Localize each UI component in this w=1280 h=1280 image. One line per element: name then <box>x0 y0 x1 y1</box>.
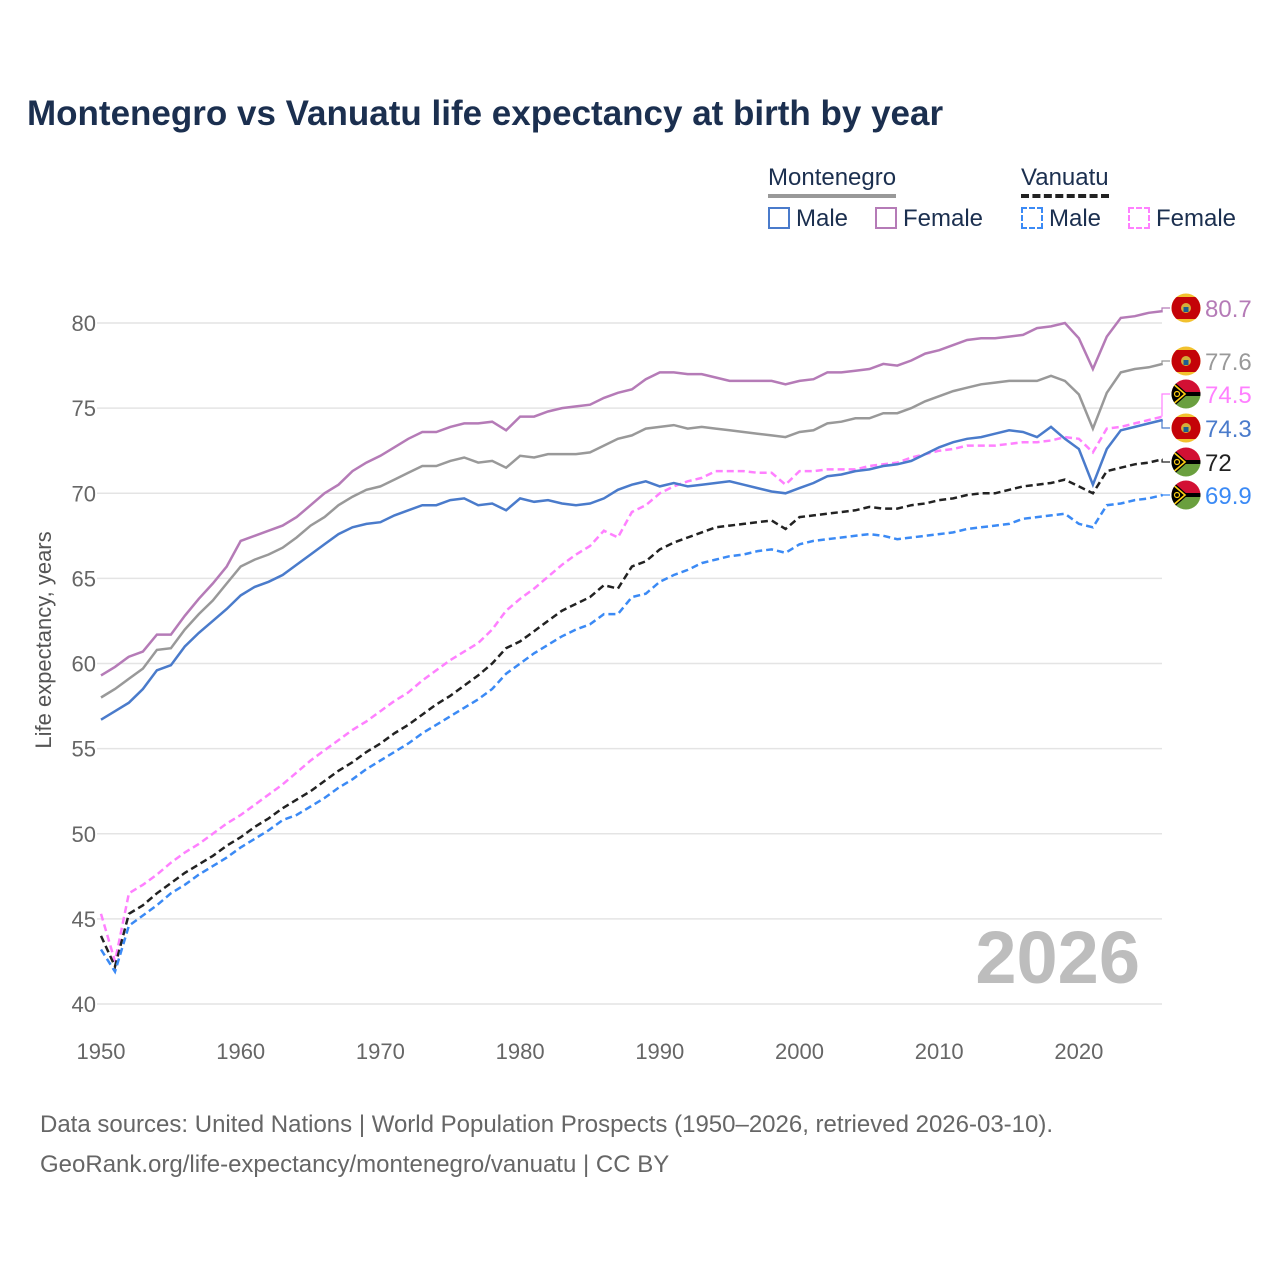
end-value-label: 80.7 <box>1205 296 1252 323</box>
y-tick-label: 40 <box>72 992 96 1017</box>
legend-vanuatu-female[interactable]: Female <box>1128 205 1236 233</box>
end-value-label: 69.9 <box>1205 483 1252 510</box>
series-line-montenegro <box>100 362 1163 699</box>
y-tick-label: 60 <box>72 652 96 677</box>
legend-swatch <box>1128 207 1150 229</box>
footer: Data sources: United Nations | World Pop… <box>40 1105 1053 1185</box>
montenegro-flag-icon <box>1171 293 1201 323</box>
legend-label: Female <box>903 205 984 232</box>
series-line-vanuatu-female <box>99 415 1163 962</box>
label-connector <box>1161 360 1170 364</box>
x-tick-label: 2010 <box>915 1039 964 1064</box>
legend-label: Male <box>1049 205 1102 232</box>
y-tick-label: 45 <box>72 907 96 932</box>
year-watermark: 2026 <box>975 916 1140 999</box>
end-value-label: 74.3 <box>1205 416 1252 443</box>
montenegro-flag-icon <box>1171 413 1201 443</box>
data-source: Data sources: United Nations | World Pop… <box>40 1111 1054 1138</box>
y-tick-label: 55 <box>72 737 96 762</box>
x-tick-label: 1980 <box>496 1039 545 1064</box>
legend-group-vanuatu: Vanuatu <box>1021 164 1109 198</box>
y-tick-label: 70 <box>72 481 96 506</box>
series-line-montenegro-female <box>100 309 1163 677</box>
x-tick-label: 1950 <box>77 1039 126 1064</box>
vanuatu-flag-icon <box>1171 480 1201 510</box>
end-value-label: 74.5 <box>1205 382 1252 409</box>
vanuatu-flag-icon <box>1171 447 1201 477</box>
end-value-label: 77.6 <box>1205 349 1252 376</box>
x-tick-label: 1960 <box>216 1039 265 1064</box>
end-value-label: 72 <box>1205 450 1232 477</box>
series-line-montenegro-male <box>100 418 1163 721</box>
label-connector <box>1161 459 1170 463</box>
label-connector <box>1161 420 1170 429</box>
legend-group-montenegro: Montenegro <box>768 164 897 198</box>
legend-swatch <box>768 207 790 229</box>
montenegro-flag-icon <box>1171 346 1201 376</box>
y-tick-label: 65 <box>72 566 96 591</box>
label-connector <box>1161 307 1170 312</box>
y-axis-label: Life expectancy, years <box>31 531 56 748</box>
legend-label: Male <box>796 205 849 232</box>
legend-vanuatu-male[interactable]: Male <box>1021 205 1101 233</box>
source-link[interactable]: GeoRank.org/life-expectancy/montenegro/v… <box>40 1151 670 1178</box>
chart-title: Montenegro vs Vanuatu life expectancy at… <box>27 94 944 133</box>
y-tick-label: 75 <box>72 396 96 421</box>
x-tick-label: 2020 <box>1054 1039 1103 1064</box>
legend-label: Female <box>1156 205 1237 232</box>
label-connector <box>1161 393 1170 417</box>
y-tick-label: 80 <box>72 311 96 336</box>
series-line-vanuatu <box>99 457 1163 971</box>
legend-montenegro-male[interactable]: Male <box>768 205 848 233</box>
legend-montenegro-female[interactable]: Female <box>875 205 983 233</box>
vanuatu-flag-icon <box>1171 379 1201 409</box>
x-tick-label: 2000 <box>775 1039 824 1064</box>
legend-swatch <box>875 207 897 229</box>
x-tick-label: 1970 <box>356 1039 405 1064</box>
legend-swatch <box>1021 207 1043 229</box>
x-tick-label: 1990 <box>635 1039 684 1064</box>
series-line-vanuatu-male <box>99 493 1163 975</box>
y-tick-label: 50 <box>72 822 96 847</box>
